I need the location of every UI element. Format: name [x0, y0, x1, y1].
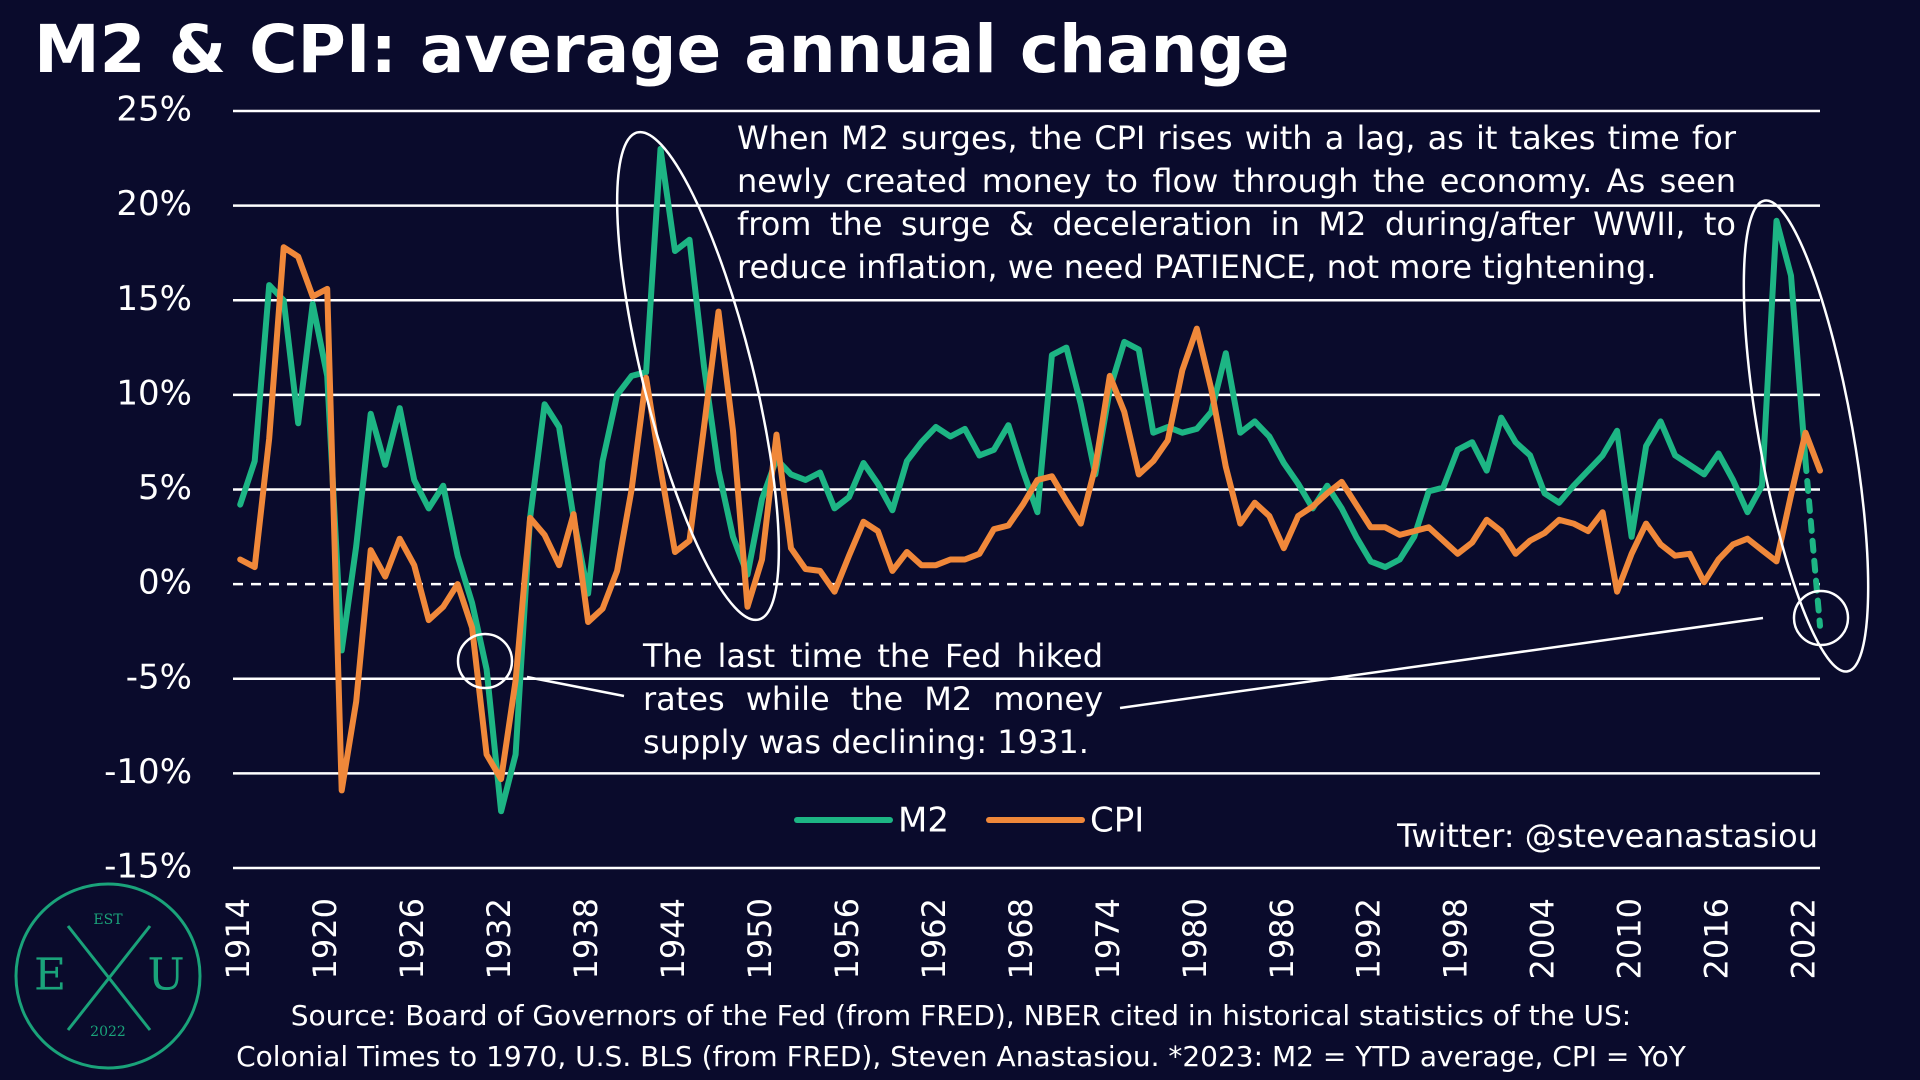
callout-line	[526, 675, 625, 698]
annotation-line: When M2 surges, the CPI rises with a lag…	[737, 119, 1736, 157]
x-tick-label: 1938	[567, 898, 605, 979]
x-tick-label: 1992	[1350, 898, 1388, 979]
x-tick-label: 2022	[1785, 898, 1823, 979]
x-tick-label: 1956	[828, 898, 866, 979]
y-tick-label: 10%	[116, 373, 192, 413]
y-tick-label: 0%	[138, 563, 192, 603]
annotation-line: supply was declining: 1931.	[643, 723, 1089, 761]
logo: EST E U 2022	[14, 882, 202, 1070]
highlight-circle	[456, 632, 514, 690]
x-tick-label: 1980	[1176, 898, 1214, 979]
data-line	[237, 145, 1809, 815]
x-tick-label: 1944	[654, 898, 692, 979]
credit: Twitter: @steveanastasiou	[1396, 817, 1818, 855]
highlight-ellipse	[1742, 199, 1870, 673]
callout-line	[1119, 616, 1764, 710]
annotation-line: from the surge & deceleration in M2 duri…	[737, 205, 1736, 243]
highlight-circle	[1792, 589, 1850, 647]
x-tick-label: 1914	[219, 898, 257, 979]
plot: -15% -10% -5% 0% 5% 10% 15% 20% 25% 1914 1920 1926 1…	[104, 90, 1823, 979]
logo-cross	[66, 925, 152, 1031]
logo-ring	[14, 882, 202, 1070]
annotation-line: rates while the M2 money	[643, 680, 1103, 718]
x-tick-label: 1962	[915, 898, 953, 979]
annotation-line: The last time the Fed hiked	[643, 637, 1103, 675]
source-note: Source: Board of Governors of the Fed (f…	[291, 999, 1631, 1032]
x-tick-label: 1950	[741, 898, 779, 979]
y-tick-label: -15%	[104, 847, 192, 887]
logo-text: 2022	[90, 1024, 126, 1040]
x-tick-label: 1932	[480, 898, 518, 979]
legend-label: M2	[898, 801, 949, 841]
y-tick-label: 5%	[138, 468, 192, 508]
x-tick-label: 1926	[393, 898, 431, 979]
y-tick-label: -5%	[126, 657, 192, 697]
x-tick-label: 1998	[1437, 898, 1475, 979]
data-line	[237, 244, 1823, 794]
y-tick-label: 20%	[116, 184, 192, 224]
logo-text: E	[34, 950, 66, 1001]
data-line	[1802, 458, 1823, 629]
x-tick-label: 1986	[1263, 898, 1301, 979]
x-tick-label: 2016	[1698, 898, 1736, 979]
y-tick-label: -10%	[104, 752, 192, 792]
x-tick-label: 1968	[1002, 898, 1040, 979]
annotation-line: newly created money to flow through the …	[737, 162, 1736, 200]
x-tick-label: 2004	[1524, 898, 1562, 979]
x-tick-label: 1974	[1089, 898, 1127, 979]
y-tick-label: 25%	[116, 90, 192, 130]
legend-label: CPI	[1090, 801, 1144, 841]
x-tick-label: 2010	[1611, 898, 1649, 979]
y-tick-label: 15%	[116, 279, 192, 319]
chart-title: M2 & CPI: average annual change	[34, 11, 1290, 88]
x-tick-label: 1920	[306, 898, 344, 979]
logo-text: EST	[93, 912, 123, 928]
source-note: Colonial Times to 1970, U.S. BLS (from F…	[236, 1040, 1687, 1073]
highlight-ellipse	[615, 130, 781, 622]
annotation-line: reduce inflation, we need PATIENCE, not …	[737, 248, 1657, 286]
logo-text: U	[147, 950, 184, 1001]
